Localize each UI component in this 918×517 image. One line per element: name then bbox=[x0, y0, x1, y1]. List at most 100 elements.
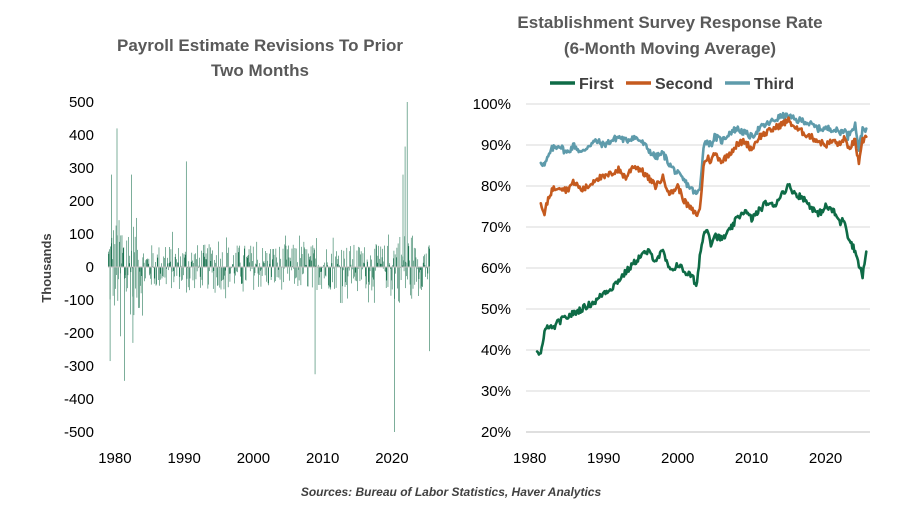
revision-bar bbox=[428, 246, 429, 267]
revision-bar bbox=[335, 267, 337, 288]
revision-bar bbox=[314, 249, 315, 267]
revision-bar bbox=[139, 267, 140, 308]
revision-bar bbox=[221, 267, 222, 281]
revision-bar bbox=[408, 246, 410, 267]
revision-bar bbox=[340, 267, 342, 269]
revision-bar bbox=[108, 253, 110, 267]
revision-bar bbox=[235, 267, 236, 276]
revision-bar bbox=[282, 248, 284, 267]
revision-bar bbox=[121, 235, 123, 267]
revision-bar bbox=[159, 267, 161, 274]
revision-bar bbox=[185, 161, 187, 267]
revision-bar bbox=[242, 267, 243, 284]
revision-bar bbox=[167, 263, 169, 267]
revision-bar bbox=[205, 259, 206, 267]
revision-bar bbox=[208, 267, 209, 285]
revision-bar bbox=[314, 267, 316, 375]
revision-bar bbox=[294, 248, 296, 267]
revision-bar bbox=[413, 260, 414, 267]
revision-bar bbox=[189, 267, 191, 279]
revision-bar bbox=[241, 267, 242, 284]
revision-bar bbox=[174, 267, 175, 277]
revision-bar bbox=[385, 267, 386, 272]
revision-bar bbox=[357, 267, 358, 292]
revision-bar bbox=[384, 245, 385, 267]
revision-bar bbox=[131, 267, 133, 269]
revision-bar bbox=[156, 254, 158, 267]
revision-bar bbox=[293, 267, 295, 269]
revision-bar bbox=[356, 250, 358, 267]
revision-bar bbox=[249, 262, 250, 267]
revision-bar bbox=[261, 267, 263, 276]
revision-bar bbox=[267, 260, 268, 267]
revision-bar bbox=[146, 259, 147, 267]
revision-bar bbox=[378, 245, 379, 267]
revision-bar bbox=[271, 267, 272, 277]
revision-bar bbox=[390, 267, 391, 269]
revision-bar bbox=[191, 252, 193, 267]
revision-bar bbox=[273, 248, 274, 267]
revision-bar bbox=[330, 267, 331, 290]
revision-bar bbox=[301, 254, 303, 267]
revision-bar bbox=[245, 267, 246, 280]
revision-bar bbox=[417, 259, 419, 267]
left-y-tick-label: 300 bbox=[69, 160, 94, 177]
revision-bar bbox=[354, 267, 356, 281]
revision-bar bbox=[361, 267, 362, 280]
revision-bar bbox=[238, 252, 239, 267]
revision-bar bbox=[236, 245, 238, 267]
revision-bar bbox=[414, 267, 416, 285]
revision-bar bbox=[416, 267, 418, 270]
revision-bar bbox=[353, 267, 354, 279]
revision-bar bbox=[405, 261, 407, 267]
revision-bar bbox=[364, 247, 365, 267]
revision-bar bbox=[359, 267, 361, 282]
revision-bar bbox=[343, 250, 345, 267]
revision-bar bbox=[117, 267, 119, 301]
right-y-tick-label: 40% bbox=[481, 342, 511, 359]
revision-bar bbox=[192, 260, 193, 267]
revision-bar bbox=[429, 267, 430, 352]
revision-bar bbox=[232, 264, 233, 267]
legend-label-third: Third bbox=[754, 76, 794, 93]
revision-bar bbox=[323, 267, 325, 279]
revision-bar bbox=[171, 267, 173, 272]
legend-label-first: First bbox=[579, 76, 614, 93]
revision-bar bbox=[144, 267, 145, 282]
revision-bar bbox=[421, 267, 422, 290]
revision-bar bbox=[161, 267, 163, 279]
revision-bar bbox=[314, 265, 316, 267]
revision-bar bbox=[349, 251, 351, 267]
revision-bar bbox=[285, 245, 287, 267]
source-note: Sources: Bureau of Labor Statistics, Hav… bbox=[301, 485, 602, 499]
revision-bar bbox=[151, 245, 153, 267]
revision-bar bbox=[277, 262, 278, 267]
revision-bar bbox=[153, 267, 155, 284]
revision-bar bbox=[296, 267, 297, 278]
revision-bar bbox=[266, 253, 268, 267]
revision-bar bbox=[323, 264, 324, 267]
revision-bar bbox=[401, 254, 402, 267]
revision-bar bbox=[224, 267, 225, 276]
revision-bar bbox=[146, 259, 148, 267]
revision-bar bbox=[366, 267, 367, 285]
revision-bar bbox=[124, 267, 125, 381]
right-x-tick-label: 2020 bbox=[809, 450, 842, 467]
revision-bar bbox=[111, 174, 112, 267]
revision-bar bbox=[244, 245, 246, 267]
revision-bar bbox=[386, 267, 388, 281]
revision-bar bbox=[308, 256, 310, 267]
revision-bar bbox=[260, 267, 261, 271]
revision-bar bbox=[132, 267, 134, 343]
right-chart-title-line-1: Establishment Survey Response Rate bbox=[517, 13, 822, 32]
revision-bar bbox=[316, 267, 318, 291]
revision-bar bbox=[398, 267, 399, 302]
revision-bar bbox=[147, 258, 148, 267]
revision-bar bbox=[341, 267, 343, 304]
revision-bar bbox=[267, 267, 269, 284]
revision-bar bbox=[390, 267, 392, 296]
revision-bar bbox=[379, 263, 381, 267]
revision-bar bbox=[145, 260, 147, 267]
revision-bar bbox=[360, 251, 362, 267]
